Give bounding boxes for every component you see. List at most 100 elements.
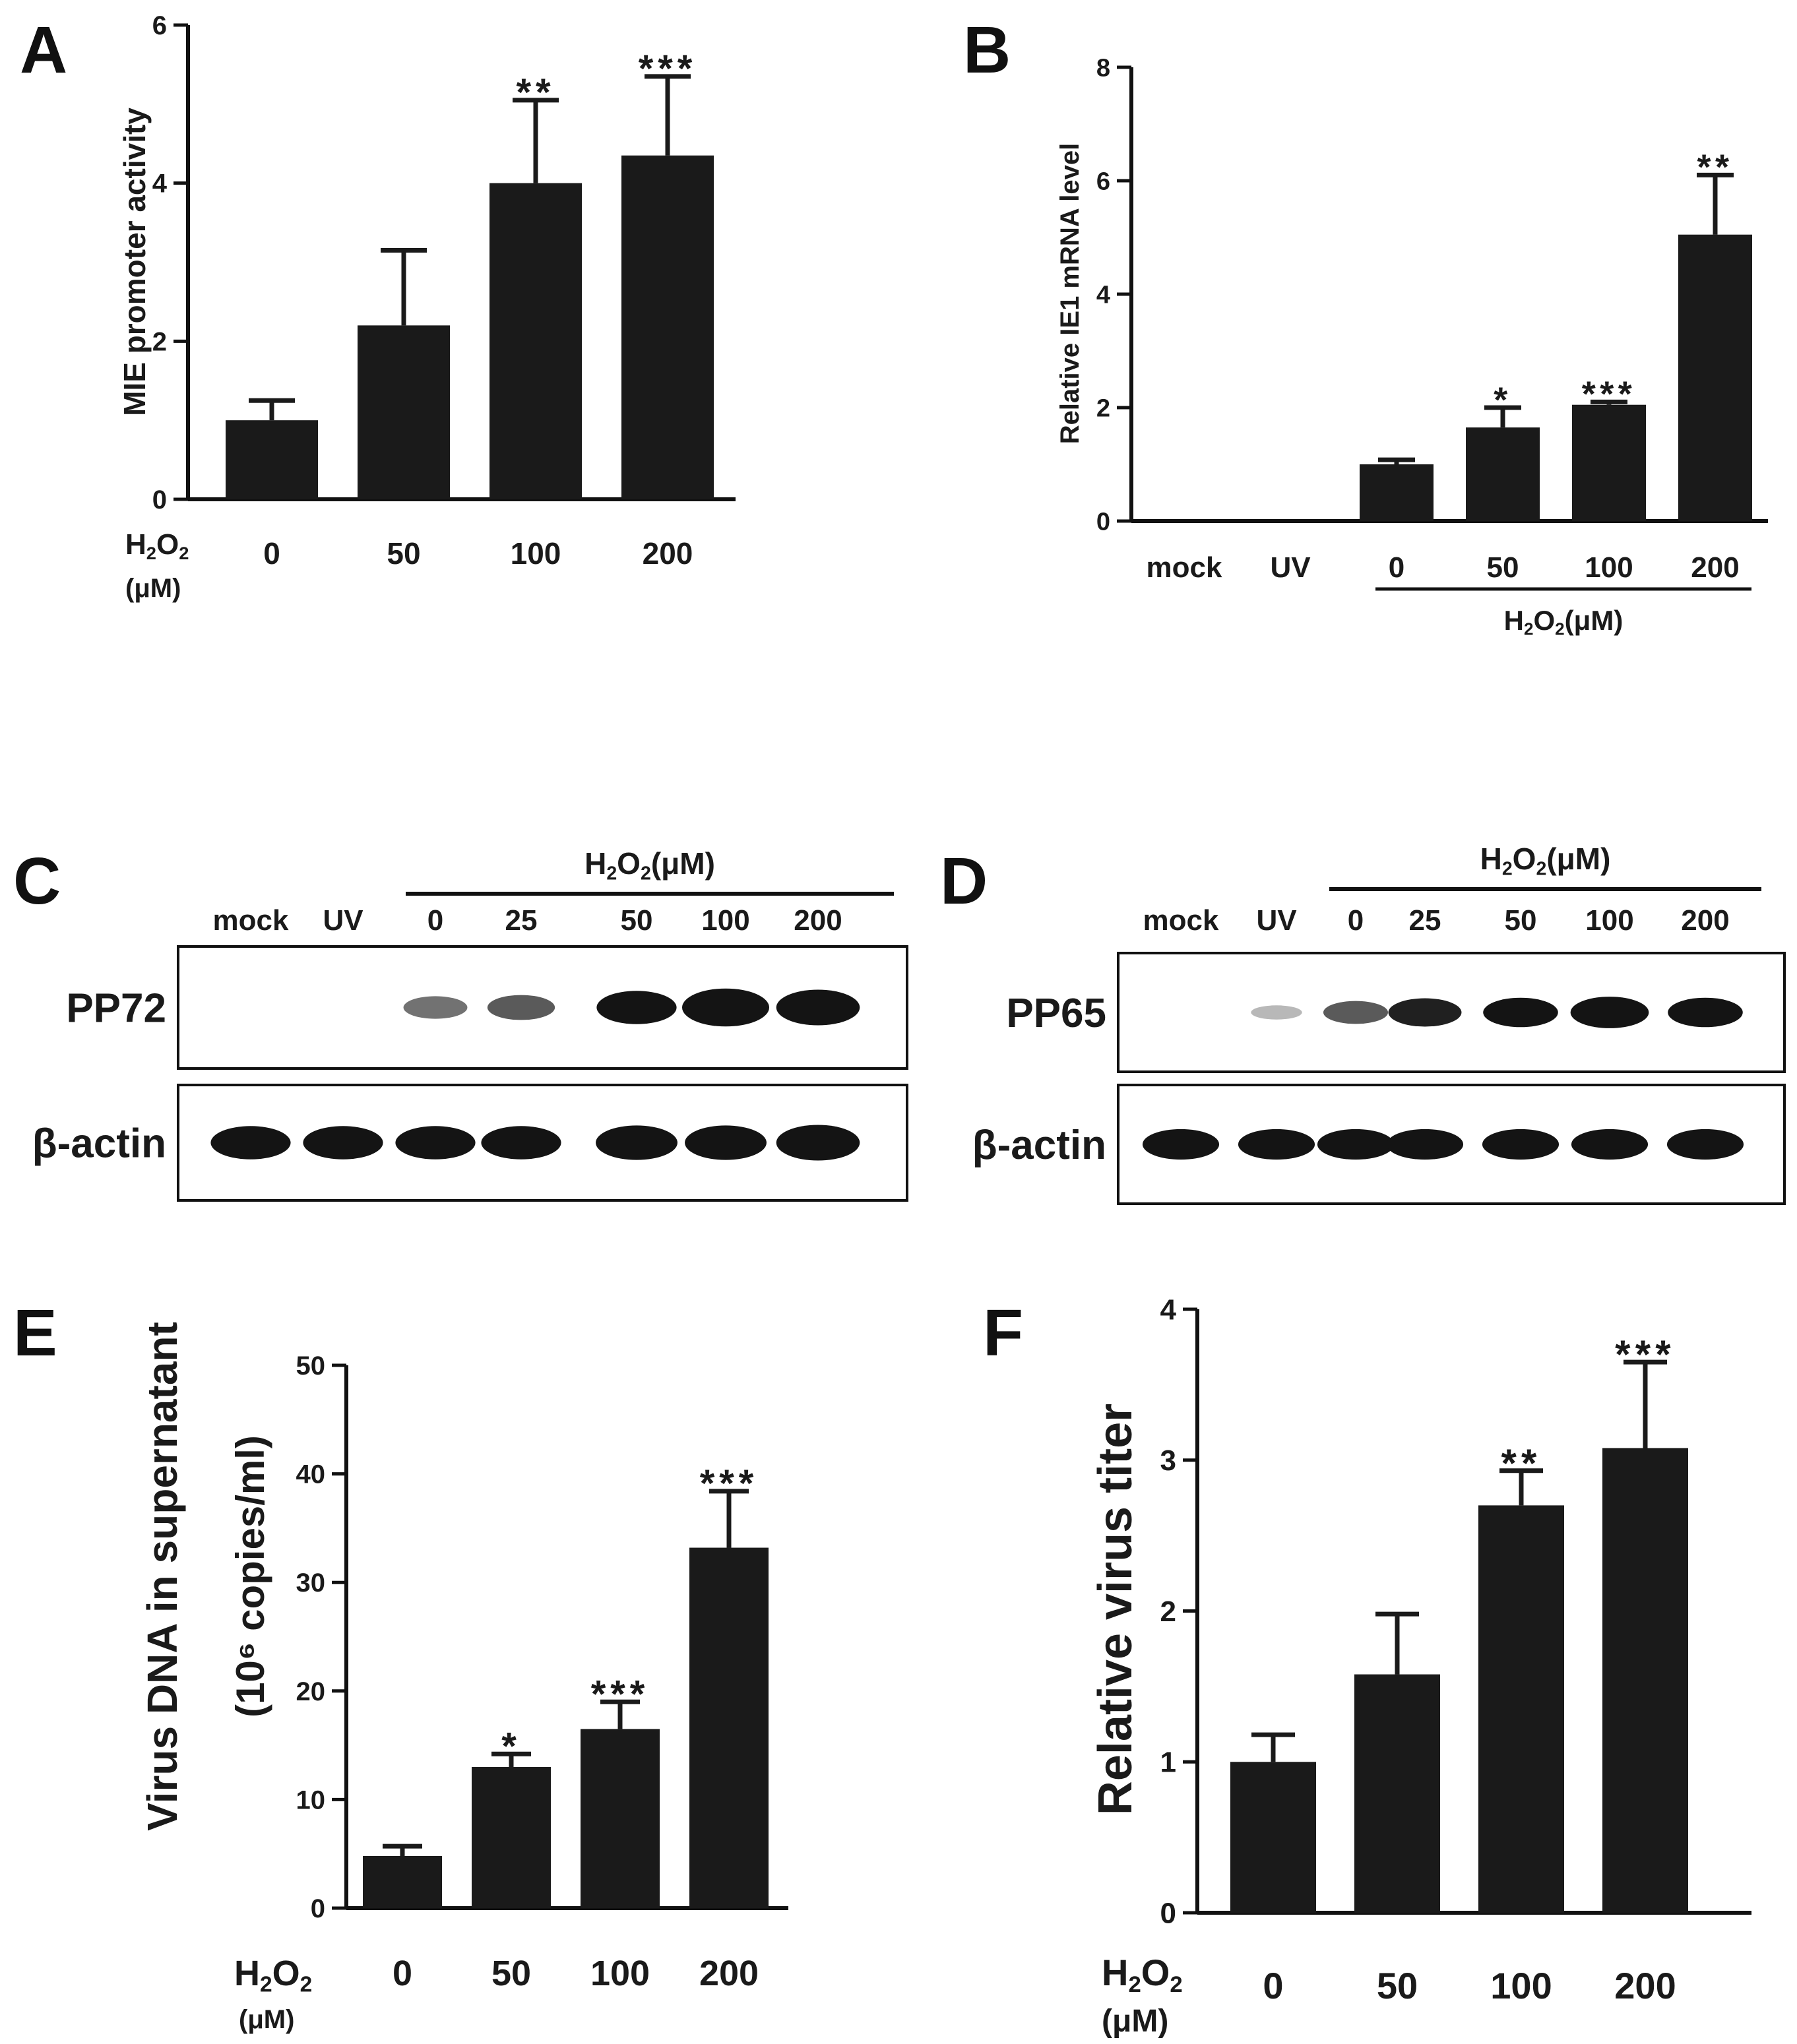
lane-label: 100 [1585,904,1633,937]
bar [1602,1448,1688,1913]
category-label: 100 [1490,1965,1552,2006]
y-tick-label: 40 [296,1460,326,1489]
bar [472,1767,551,1908]
bar [489,183,582,499]
blot-band [1668,997,1743,1028]
category-label: 50 [387,536,420,571]
blot-band [1323,1001,1389,1024]
group-label: H2O2(μM) [1504,605,1624,639]
bar [358,325,450,499]
category-label: 100 [1585,551,1633,584]
blot-band [1251,1005,1302,1020]
y-tick-label: 2 [1160,1595,1176,1628]
y-axis-label: Relative virus titer [1089,1404,1142,1815]
blot-band [1317,1129,1395,1160]
lane-label: 0 [427,904,443,937]
y-tick-label: 30 [296,1568,326,1597]
bar [621,155,714,500]
category-label: 50 [1487,551,1519,584]
bar [1360,464,1434,521]
significance-mark: *** [700,1462,759,1505]
y-tick-label: 2 [152,327,167,356]
blot-band [303,1126,383,1160]
category-label: 0 [1389,551,1404,584]
y-tick-label: 4 [152,170,168,199]
bar [1478,1505,1564,1913]
bar [226,420,318,499]
panel-letter-e: E [13,1296,57,1370]
bar [1230,1762,1316,1913]
blot-band [1570,997,1649,1028]
y-tick-label: 1 [1160,1747,1176,1779]
y-tick-label: 6 [152,11,167,40]
y-tick-label: 4 [1160,1293,1177,1326]
lane-label: 25 [1409,904,1441,937]
y-tick-label: 8 [1096,54,1110,82]
category-label: 0 [1263,1965,1283,2006]
category-label: 200 [699,1954,759,1993]
y-tick-label: 10 [296,1785,326,1814]
y-tick-label: 20 [296,1677,326,1706]
y-tick-label: 2 [1096,394,1110,422]
blot-band [210,1126,291,1160]
bar [689,1547,769,1908]
y-tick-label: 0 [1096,508,1110,536]
category-label: 100 [590,1954,650,1993]
category-label: 200 [643,536,693,571]
blot-band [487,995,555,1020]
lane-label: mock [213,904,289,937]
significance-mark: *** [1615,1332,1676,1377]
x-axis-label: H2O2 [234,1954,312,1997]
panel-letter-f: F [983,1296,1023,1370]
chart-panel-f: 0 1 2 3 4 0 50 ** 100 *** 200 Relative virus titer H… [1089,1293,1751,2039]
blot-row-label: β-actin [32,1121,166,1167]
category-label: 200 [1614,1965,1676,2006]
significance-mark: * [1494,380,1512,419]
y-axis-unit: (10⁶ copies/ml) [228,1435,272,1718]
blot-band [1238,1129,1315,1160]
y-tick-label: 50 [296,1351,326,1380]
lane-label: 25 [505,904,538,937]
y-tick-label: 6 [1096,168,1110,195]
blot-band [685,1125,767,1160]
blot-row-label: PP72 [66,986,166,1032]
bar [581,1729,660,1908]
blot-band [1483,997,1558,1028]
lane-label: UV [1256,904,1297,937]
lane-label: 0 [1348,904,1364,937]
blot-band [1142,1129,1220,1160]
x-axis-unit: (μM) [1102,2004,1168,2039]
category-label: 100 [511,536,561,571]
x-axis-label: H2O2 [125,528,189,563]
blot-band [1666,1129,1744,1160]
x-axis-label: H2O2 [1102,1952,1183,1997]
category-label: 50 [1377,1965,1418,2006]
category-label: 0 [263,536,280,571]
blot-panel-c: H2O2(μM) mock UV 0 25 50 100 200 PP72 β-actin [32,846,908,1202]
category-label: 50 [491,1954,531,1993]
significance-mark: * [501,1725,521,1768]
bar [1354,1674,1440,1913]
x-axis-unit: (μM) [125,574,181,603]
significance-mark: *** [591,1673,650,1716]
lane-label: 100 [701,904,749,937]
blot-panel-d: H2O2(μM) mock UV 0 25 50 100 200 PP65 β-actin [972,842,1786,1205]
significance-mark: ** [1501,1441,1541,1485]
y-tick-label: 0 [1160,1897,1176,1929]
panel-letter-a: A [20,13,67,87]
treatment-header: H2O2(μM) [1480,842,1611,879]
lane-label: UV [323,904,363,937]
blot-band [403,996,468,1019]
y-tick-label: 0 [152,485,167,514]
blot-row-label: β-actin [972,1123,1106,1168]
category-label: mock [1147,551,1222,584]
y-axis-label: MIE promoter activity [117,108,152,416]
blot-band [596,1125,678,1160]
lane-label: 200 [1681,904,1729,937]
blot-band [395,1126,476,1160]
blot-band [1386,1129,1464,1160]
bar [1678,234,1752,521]
chart-panel-a: 0 2 4 6 0 50 ** 100 *** 200 MIE promoter activity H… [117,11,736,603]
blot-band [776,989,860,1026]
